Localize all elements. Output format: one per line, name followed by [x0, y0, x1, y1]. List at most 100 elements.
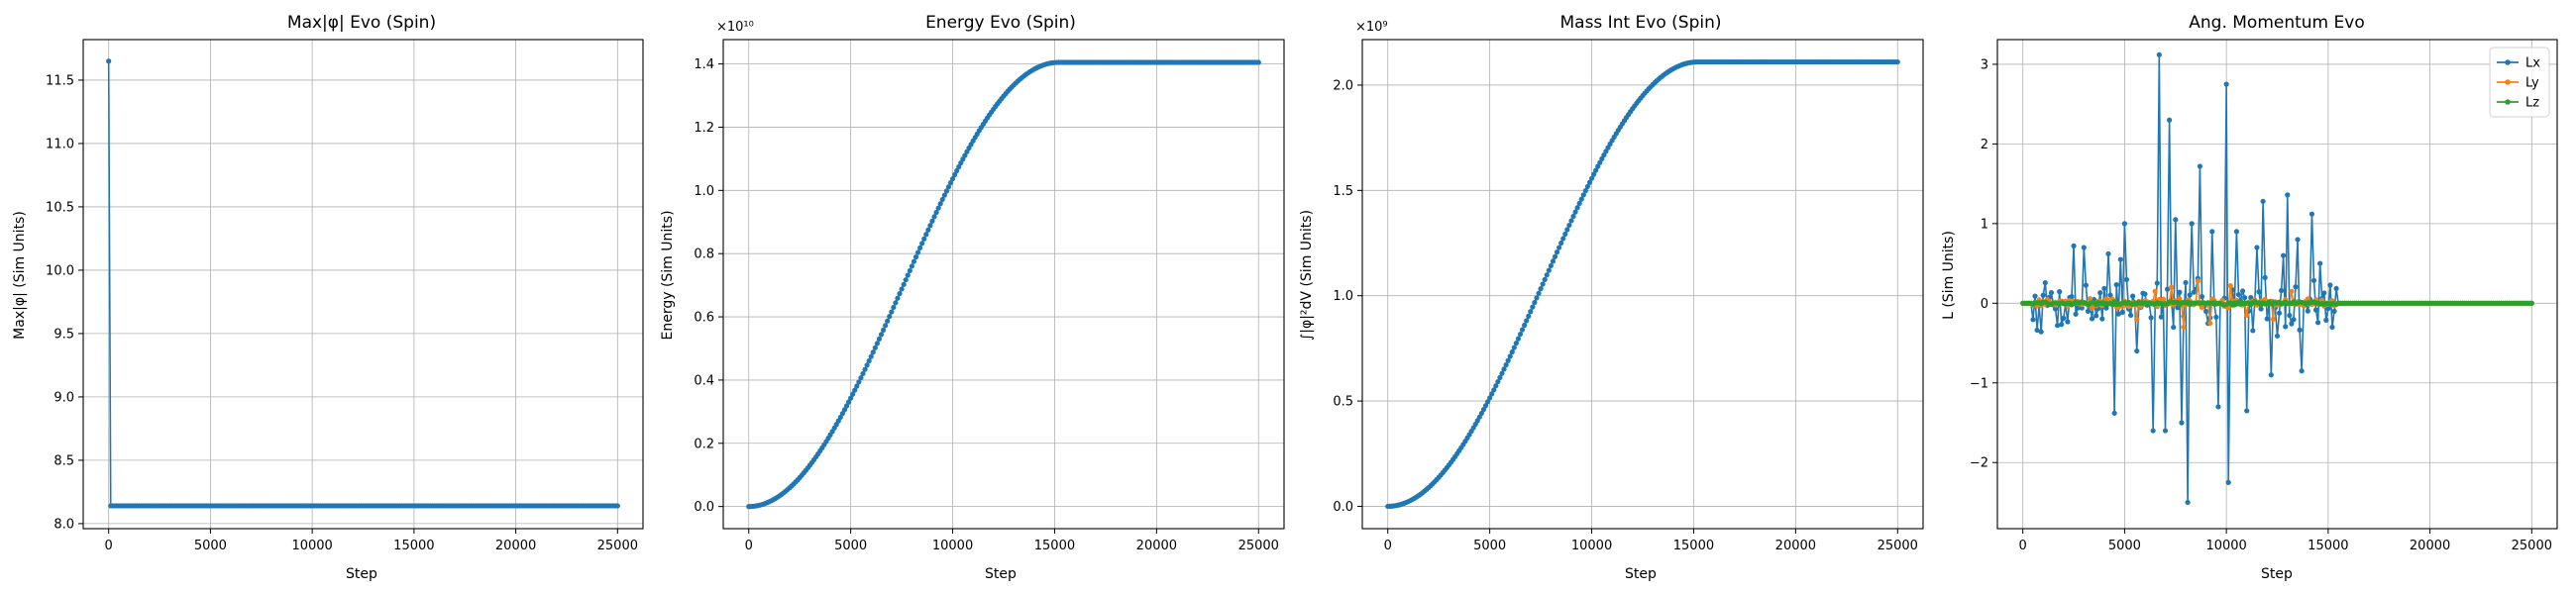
- data-point: [895, 295, 901, 301]
- data-point: [2189, 221, 2195, 227]
- data-point: [954, 167, 960, 174]
- data-point: [1546, 267, 1552, 273]
- data-point: [1548, 262, 1554, 269]
- data-point: [2134, 347, 2140, 354]
- x-tick-label: 10000: [291, 539, 332, 553]
- y-tick-label: 1.5: [1333, 184, 1353, 199]
- y-tick-label: 0.0: [694, 500, 714, 515]
- data-point: [2081, 245, 2087, 250]
- data-point: [2073, 311, 2079, 317]
- data-point: [2202, 308, 2209, 315]
- y-tick-label: 1.4: [694, 57, 714, 72]
- data-point: [2123, 276, 2130, 283]
- data-point: [858, 375, 864, 381]
- data-point: [2327, 282, 2333, 288]
- data-point: [845, 399, 852, 405]
- data-point: [1576, 200, 1582, 207]
- data-point: [856, 379, 862, 385]
- data-point: [907, 267, 912, 274]
- data-point: [931, 214, 937, 220]
- x-tick-label: 0: [1384, 539, 1392, 553]
- data-point: [933, 209, 939, 216]
- data-point: [2260, 198, 2266, 204]
- chart-title: Mass Int Evo (Spin): [1559, 13, 1721, 33]
- data-point: [909, 263, 914, 269]
- data-point: [2305, 308, 2310, 314]
- data-point: [866, 357, 872, 364]
- data-point: [2052, 306, 2059, 312]
- data-point: [2314, 320, 2321, 326]
- data-point: [1894, 58, 1900, 65]
- data-point: [2055, 323, 2061, 329]
- data-point: [921, 236, 927, 242]
- data-point: [1513, 340, 1519, 346]
- x-tick-label: 20000: [1775, 539, 1816, 553]
- x-tick-label: 25000: [1238, 539, 1279, 553]
- data-point: [2089, 316, 2095, 322]
- y-tick-label: 0.8: [694, 248, 714, 262]
- x-tick-label: 15000: [1034, 539, 1075, 553]
- series-Lz: [2020, 299, 2534, 308]
- data-point: [2199, 294, 2205, 300]
- data-point: [2127, 312, 2134, 319]
- chart-title: Ang. Momentum Evo: [2189, 13, 2364, 33]
- data-point: [1478, 410, 1484, 417]
- data-point: [1586, 179, 1593, 185]
- data-point: [1511, 345, 1517, 350]
- data-point: [945, 184, 952, 190]
- legend-label: Lx: [2525, 56, 2540, 71]
- data-point: [1526, 313, 1532, 319]
- x-tick-label: 5000: [1473, 539, 1506, 553]
- data-point: [2130, 293, 2136, 299]
- data-point: [2197, 163, 2203, 169]
- data-point: [1595, 163, 1601, 169]
- data-point: [2071, 243, 2077, 248]
- data-point: [2244, 312, 2250, 318]
- data-point: [2317, 260, 2323, 266]
- y-tick-label: 10.5: [46, 200, 74, 215]
- data-point: [2270, 316, 2276, 322]
- data-point: [864, 362, 870, 368]
- y-tick-label: 1.0: [694, 184, 714, 199]
- data-point: [1554, 249, 1560, 255]
- data-point: [2283, 324, 2289, 330]
- y-tick-label: 3: [1981, 57, 1988, 72]
- data-point: [914, 249, 921, 255]
- data-point: [2099, 316, 2105, 322]
- data-point: [614, 503, 620, 509]
- data-point: [2242, 295, 2248, 301]
- x-axis-label: Step: [346, 566, 377, 582]
- y-tick-label: 9.0: [54, 390, 74, 405]
- data-point: [2061, 315, 2067, 322]
- chart-max-phi: Max|φ| Evo (Spin) Max|φ| (Sim Units) Ste…: [12, 13, 644, 582]
- data-point: [2181, 324, 2187, 331]
- data-point: [1484, 399, 1491, 405]
- data-point: [1564, 227, 1570, 233]
- legend: Lx Ly Lz: [2489, 47, 2550, 118]
- x-axis-label: Step: [985, 566, 1017, 582]
- data-point: [2187, 292, 2193, 298]
- data-point: [2305, 296, 2310, 302]
- y-tick-label: 11.0: [46, 137, 74, 151]
- plot-frame: [722, 39, 1285, 530]
- data-point: [1582, 188, 1588, 194]
- x-tick-label: 20000: [2410, 539, 2450, 553]
- data-point: [1489, 391, 1495, 397]
- legend-marker: [2505, 99, 2511, 105]
- data-point: [2195, 278, 2200, 284]
- data-point: [1519, 327, 1526, 333]
- data-point: [1536, 290, 1542, 296]
- data-point: [2119, 309, 2125, 315]
- data-point: [2235, 291, 2242, 298]
- data-point: [2223, 81, 2229, 87]
- data-point: [2164, 286, 2171, 292]
- y-tick-label: 2.0: [1333, 78, 1353, 93]
- data-point: [872, 345, 878, 350]
- data-point: [883, 323, 889, 329]
- x-tick-label: 15000: [2308, 539, 2348, 553]
- data-point: [848, 395, 854, 401]
- data-point: [2207, 320, 2213, 327]
- data-point: [1487, 395, 1493, 401]
- data-point: [2150, 428, 2156, 434]
